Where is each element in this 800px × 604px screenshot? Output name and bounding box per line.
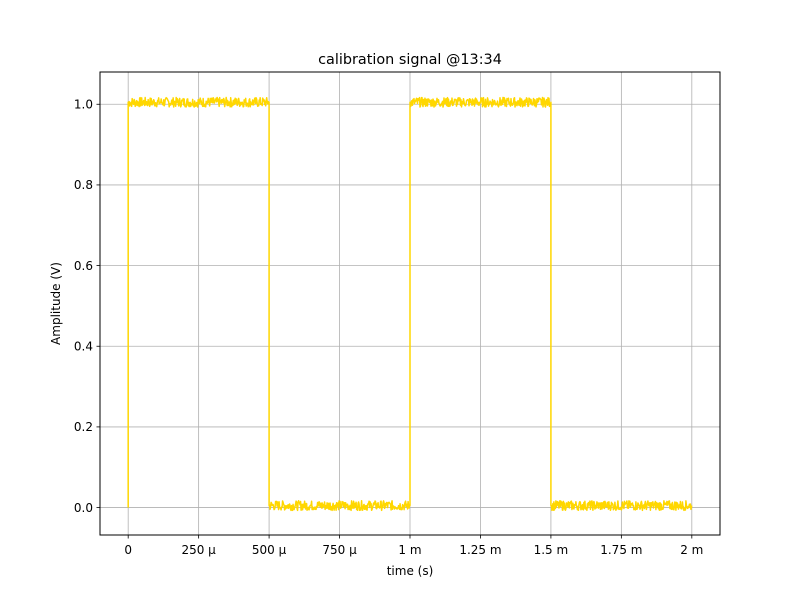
y-tick-label: 1.0 xyxy=(74,98,93,112)
y-tick-label: 0.0 xyxy=(74,501,93,515)
x-axis-label: time (s) xyxy=(387,564,434,578)
x-tick-label: 2 m xyxy=(680,543,703,557)
y-tick-label: 0.4 xyxy=(74,340,93,354)
tick-marks: 0 250 µ 500 µ 750 µ 1 m 1.25 m 1.5 m 1.75 m 2 m 0… xyxy=(74,98,703,557)
x-tick-label: 1.75 m xyxy=(600,543,642,557)
x-tick-label: 500 µ xyxy=(252,543,287,557)
y-tick-label: 0.8 xyxy=(74,178,93,192)
series-line-0 xyxy=(127,96,693,512)
x-tick-label: 1.25 m xyxy=(459,543,501,557)
y-tick-label: 0.2 xyxy=(74,420,93,434)
x-tick-label: 1 m xyxy=(398,543,421,557)
x-tick-label: 250 µ xyxy=(181,543,216,557)
y-axis-label: Amplitude (V) xyxy=(49,262,63,345)
x-tick-label: 0 xyxy=(124,543,132,557)
x-tick-label: 750 µ xyxy=(322,543,357,557)
series-layer xyxy=(127,96,693,512)
x-tick-label: 1.5 m xyxy=(534,543,569,557)
chart-title: calibration signal @13:34 xyxy=(318,52,502,68)
y-tick-label: 0.6 xyxy=(74,259,93,273)
